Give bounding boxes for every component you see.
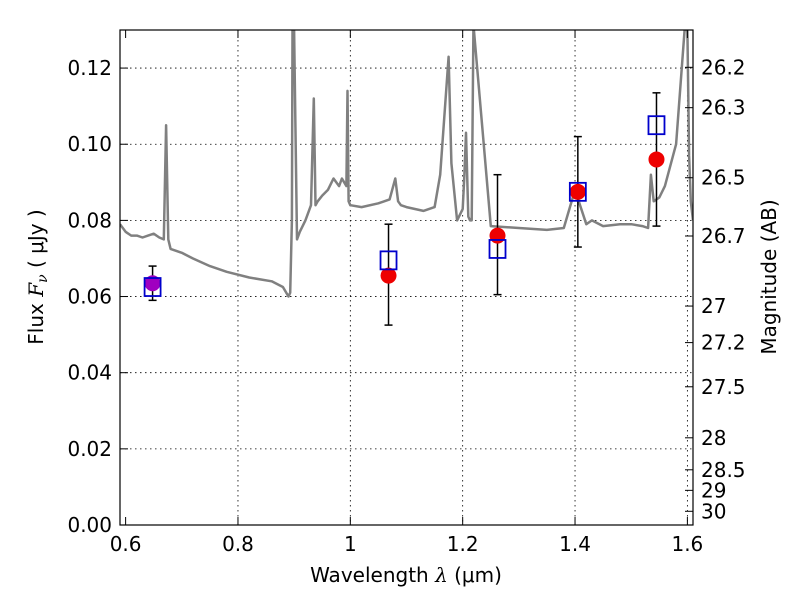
observed-point [569,183,586,200]
y2-tick-label: 26.2 [701,55,746,79]
y-tick-label: 0.06 [67,285,112,309]
y2-axis-label: Magnitude (AB) [757,199,781,354]
model-square-marker [379,250,398,271]
y-tick-label: 0.08 [67,208,112,232]
y2-tick-label: 26.5 [701,166,746,190]
x-tick-label: 1.2 [447,532,479,556]
x-axis-label: Wavelength λ (μm) [310,563,502,587]
x-tick-label: 0.8 [222,532,254,556]
model-square-marker [488,239,507,259]
x-tick-label: 1.6 [671,532,703,556]
y-tick-label: 0.12 [67,56,112,80]
grid-lines [120,30,693,525]
x-tick-label: 1.4 [559,532,591,556]
spectrum-line [120,30,693,298]
observed-point [489,227,506,244]
y2-tick-label: 26.7 [701,224,746,248]
y2-tick-label: 26.3 [701,96,746,120]
series-errorbars [148,92,661,326]
y2-tick-label: 30 [701,499,726,523]
y2-tick-label: 28 [701,426,726,450]
observed-point [380,267,397,284]
y-tick-label: 0.10 [67,132,112,156]
plot-frame [119,29,694,526]
y2-tick-label: 27 [701,294,726,318]
series-model-photometry [143,115,666,297]
y-tick-label: 0.00 [67,513,112,537]
axis-tick-labels: 0.6 0.8 1 1.2 1.4 1.6 0.00 0.02 0.04 0.06 0.08 0.10… [67,55,745,556]
axis-ticks [120,30,693,526]
y2-tick-label: 29 [701,478,726,502]
y-tick-label: 0.04 [67,361,112,385]
plot-area [120,30,693,326]
model-square-marker [143,277,162,297]
observed-point [648,151,665,168]
y2-tick-label: 28.5 [701,458,746,482]
y2-tick-label: 27.5 [701,375,746,399]
y-axis-label: Flux Fν ( μJy ) [24,209,51,344]
model-square-marker [647,115,666,136]
x-tick-label: 0.6 [110,532,142,556]
model-square-marker [568,181,587,202]
y-tick-label: 0.02 [67,437,112,461]
y2-tick-label: 27.2 [701,331,746,355]
x-tick-label: 1 [344,532,357,556]
series-spectrum [120,30,693,298]
